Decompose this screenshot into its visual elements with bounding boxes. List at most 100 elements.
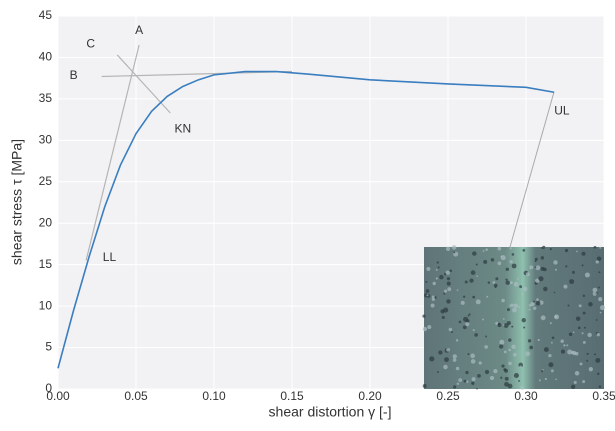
- speckle: [471, 381, 475, 385]
- x-tick-label: 0.05: [124, 389, 148, 403]
- x-tick-label: 0.35: [592, 389, 615, 403]
- speckle: [493, 369, 498, 374]
- speckle: [572, 270, 575, 274]
- speckle: [574, 370, 580, 376]
- speckle: [507, 383, 513, 389]
- speckle: [508, 338, 512, 342]
- speckle: [472, 329, 475, 332]
- speckle: [567, 349, 573, 355]
- speckle: [453, 251, 456, 254]
- speckle: [598, 271, 601, 274]
- speckle: [588, 302, 593, 307]
- speckle: [554, 268, 557, 271]
- speckle: [485, 248, 488, 251]
- speckle: [538, 276, 544, 282]
- speckle: [471, 377, 476, 382]
- speckle: [521, 318, 526, 323]
- speckle: [540, 315, 546, 321]
- speckle: [582, 294, 586, 298]
- speckle: [599, 305, 605, 311]
- inset-connector: [509, 91, 555, 248]
- speckle: [436, 261, 439, 264]
- speckle: [437, 266, 440, 269]
- speckle: [445, 270, 451, 275]
- speckle: [440, 309, 445, 314]
- speckle: [469, 278, 474, 283]
- speckle: [525, 272, 530, 277]
- speckle: [470, 353, 476, 359]
- speckle: [495, 277, 499, 281]
- y-tick-label: 5: [45, 340, 52, 354]
- speckle: [509, 260, 513, 264]
- speckle: [452, 358, 457, 362]
- speckle: [595, 319, 598, 321]
- speckle: [458, 378, 463, 382]
- speckle: [536, 298, 539, 301]
- micrograph-inset: [422, 91, 605, 390]
- speckle: [567, 304, 570, 307]
- speckle: [527, 339, 532, 343]
- speckle: [435, 277, 438, 280]
- annotation: C: [86, 36, 95, 50]
- speckle: [597, 372, 600, 376]
- speckle: [534, 266, 537, 269]
- speckle: [522, 249, 526, 252]
- speckle: [518, 305, 521, 308]
- speckle: [502, 317, 505, 320]
- speckle: [586, 352, 589, 356]
- speckle: [478, 361, 482, 365]
- speckle: [443, 292, 446, 295]
- speckle: [426, 294, 429, 297]
- y-tick-label: 35: [39, 91, 53, 105]
- speckle: [429, 356, 435, 362]
- speckle: [467, 353, 470, 356]
- speckle: [470, 270, 476, 275]
- reference-line: [85, 44, 140, 261]
- speckle: [521, 292, 524, 295]
- speckle: [598, 385, 602, 388]
- speckle: [503, 368, 507, 372]
- speckle: [456, 382, 460, 386]
- speckle: [530, 301, 535, 307]
- speckle: [446, 281, 451, 286]
- annotation: KN: [174, 122, 191, 136]
- speckle: [441, 315, 445, 320]
- speckle: [563, 284, 568, 289]
- speckle: [497, 261, 502, 266]
- reference-line: [116, 54, 171, 114]
- speckle: [505, 267, 509, 271]
- speckle: [506, 321, 511, 326]
- speckle: [463, 316, 469, 322]
- speckle: [467, 314, 470, 317]
- speckle: [564, 248, 569, 253]
- speckle: [560, 349, 566, 354]
- speckle: [572, 331, 575, 334]
- speckle: [446, 277, 451, 281]
- speckle: [426, 266, 431, 272]
- speckle: [456, 289, 459, 292]
- speckle: [550, 369, 554, 373]
- speckle: [577, 326, 581, 330]
- speckle: [549, 322, 552, 325]
- speckle: [500, 255, 503, 258]
- speckle: [535, 300, 541, 306]
- speckle: [554, 314, 560, 320]
- speckle: [594, 353, 597, 356]
- speckle: [460, 300, 465, 305]
- speckle: [598, 297, 603, 302]
- speckle: [570, 384, 576, 389]
- speckle: [463, 295, 466, 298]
- speckle: [462, 325, 467, 330]
- speckle: [444, 289, 448, 293]
- speckle: [468, 313, 471, 316]
- speckle: [596, 333, 600, 337]
- speckle: [444, 357, 449, 363]
- speckle: [543, 347, 549, 353]
- speckle: [497, 322, 501, 326]
- speckle: [452, 354, 457, 359]
- speckle: [513, 352, 517, 357]
- speckle: [466, 380, 469, 383]
- speckle: [595, 260, 599, 264]
- speckle: [503, 350, 507, 354]
- x-tick-label: 0.10: [202, 389, 226, 403]
